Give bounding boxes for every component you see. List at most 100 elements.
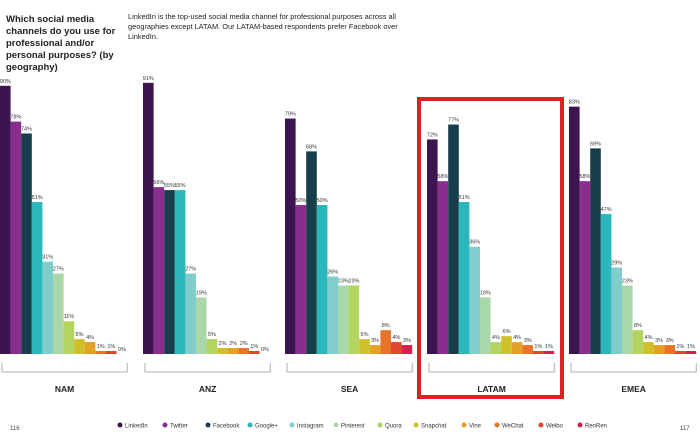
legend-label: Weibo xyxy=(546,424,564,430)
bar xyxy=(10,121,22,354)
bar xyxy=(206,339,218,354)
bar xyxy=(511,342,523,354)
value-label: 1% xyxy=(676,344,684,350)
value-label: 5% xyxy=(208,332,216,338)
bar xyxy=(21,133,32,354)
value-label: 5% xyxy=(361,332,369,338)
chart-title: Which social media channels do you use f… xyxy=(6,14,116,73)
value-label: 56% xyxy=(153,180,164,186)
bar xyxy=(458,202,470,354)
bar xyxy=(42,261,53,354)
value-label: 58% xyxy=(437,174,448,180)
bar xyxy=(106,351,117,354)
legend-swatch xyxy=(205,422,211,428)
value-label: 6% xyxy=(503,329,511,335)
legend-label: Instagram xyxy=(297,424,324,430)
bar xyxy=(569,106,580,354)
value-label: 77% xyxy=(448,118,459,124)
legend-label: Vine xyxy=(469,424,482,430)
value-label: 47% xyxy=(601,207,612,213)
chart-subtitle: LinkedIn is the top-used social media ch… xyxy=(128,12,398,41)
value-label: 2% xyxy=(229,341,237,347)
value-label: 90% xyxy=(0,79,11,85)
bar xyxy=(359,339,370,354)
bar xyxy=(632,330,644,354)
legend-swatch xyxy=(413,422,419,428)
category-label: ANZ xyxy=(199,384,216,394)
bar xyxy=(653,345,665,354)
bar xyxy=(185,273,196,354)
bar xyxy=(643,342,654,354)
bar xyxy=(249,351,260,354)
bar xyxy=(600,213,612,354)
value-label: 23% xyxy=(348,278,359,284)
value-label: 2% xyxy=(219,341,227,347)
legend-swatch xyxy=(538,422,544,428)
bar xyxy=(227,348,239,354)
value-label: 91% xyxy=(143,76,154,82)
bar xyxy=(437,181,449,354)
value-label: 55% xyxy=(164,183,175,189)
bar xyxy=(327,276,338,354)
value-label: 72% xyxy=(427,132,438,138)
category-label: EMEA xyxy=(621,384,646,394)
bar xyxy=(74,339,85,354)
bar xyxy=(685,351,697,354)
bar xyxy=(295,205,307,354)
bar xyxy=(401,345,413,354)
legend-swatch xyxy=(333,422,339,428)
value-label: 8% xyxy=(634,323,642,329)
value-label: 1% xyxy=(97,344,105,350)
bar xyxy=(143,82,154,354)
value-label: 50% xyxy=(295,198,306,204)
bar xyxy=(84,342,96,354)
highlight-box xyxy=(417,97,564,399)
bar xyxy=(501,336,512,354)
bar xyxy=(196,297,207,354)
category-label: SEA xyxy=(341,384,358,394)
value-label: 26% xyxy=(327,270,338,276)
bar xyxy=(675,351,686,354)
value-label: 27% xyxy=(53,267,64,273)
bracket xyxy=(144,363,271,373)
legend-swatch xyxy=(461,422,467,428)
value-label: 19% xyxy=(196,290,207,296)
value-label: 4% xyxy=(492,335,500,341)
value-label: 11% xyxy=(64,314,75,320)
value-label: 3% xyxy=(524,338,532,344)
legend-label: LinkedIn xyxy=(125,424,148,430)
value-label: 58% xyxy=(579,174,590,180)
value-label: 3% xyxy=(655,338,663,344)
value-label: 0% xyxy=(118,347,126,353)
value-label: 68% xyxy=(306,144,317,150)
value-label: 69% xyxy=(590,141,601,147)
value-label: 36% xyxy=(469,240,480,246)
bar xyxy=(490,342,502,354)
legend-swatch xyxy=(494,422,500,428)
value-label: 1% xyxy=(107,344,115,350)
value-label: 74% xyxy=(21,126,32,132)
legend-swatch xyxy=(377,422,383,428)
bar xyxy=(522,345,533,354)
bar xyxy=(217,348,228,354)
bracket xyxy=(1,363,128,373)
value-label: 4% xyxy=(392,335,400,341)
value-label: 29% xyxy=(611,261,622,267)
value-label: 8% xyxy=(382,323,390,329)
legend-swatch xyxy=(117,422,123,428)
page-number: 116 xyxy=(10,426,20,432)
value-label: 31% xyxy=(42,255,53,261)
bar xyxy=(95,351,106,354)
bar xyxy=(469,246,480,354)
legend-label: Quora xyxy=(385,424,402,430)
bar xyxy=(369,345,381,354)
value-label: 51% xyxy=(32,195,43,201)
bar xyxy=(63,321,75,354)
legend-label: Facebook xyxy=(213,424,240,430)
bar xyxy=(590,148,601,354)
legend-label: RenRen xyxy=(585,424,607,430)
value-label: 2% xyxy=(240,341,248,347)
bar xyxy=(543,351,555,354)
